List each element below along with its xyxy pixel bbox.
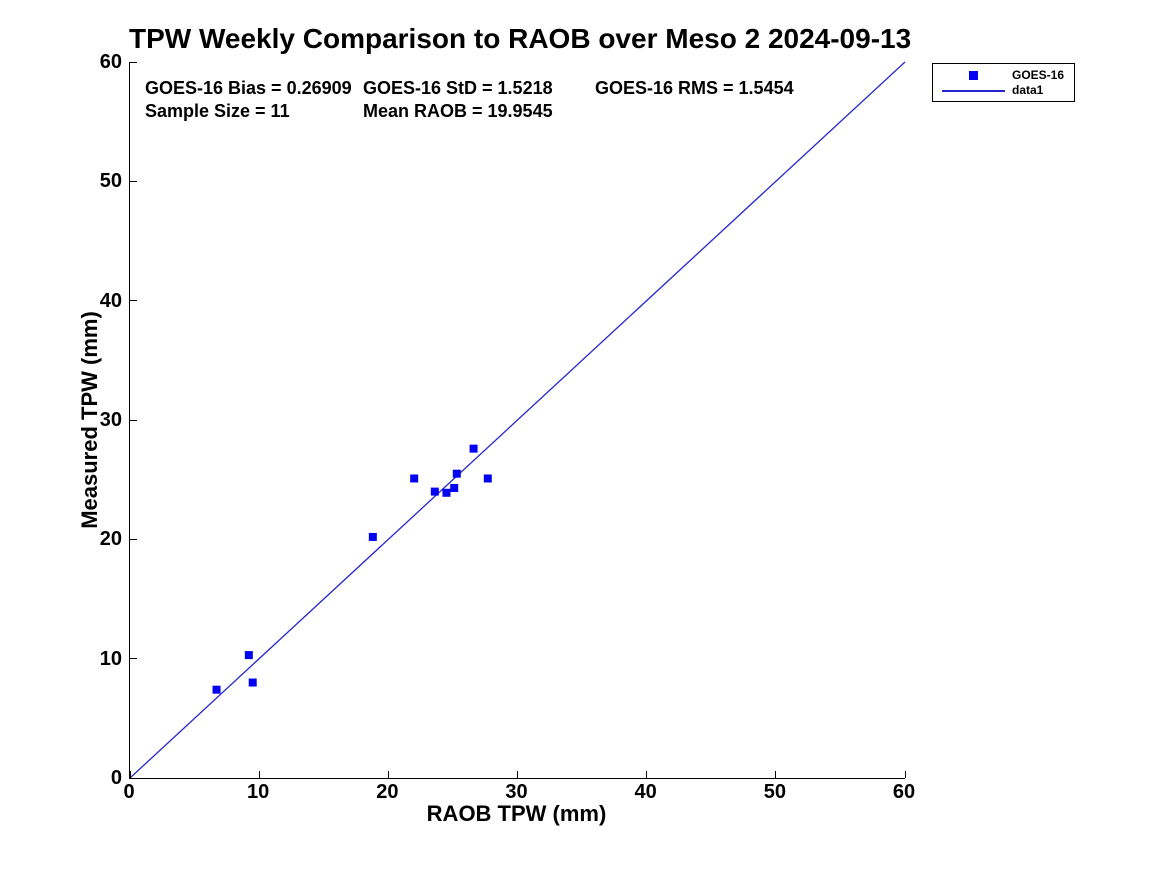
x-tick-label: 50 xyxy=(763,781,786,803)
stat-sample-size: Sample Size = 11 xyxy=(145,101,290,121)
scatter-point-GOES-16 xyxy=(368,532,377,541)
scatter-point-GOES-16 xyxy=(469,444,478,453)
scatter-point-GOES-16 xyxy=(483,474,492,483)
stat-rms: GOES-16 RMS = 1.5454 xyxy=(595,78,794,98)
y-tick-mark xyxy=(130,300,137,302)
scatter-point-GOES-16 xyxy=(430,487,439,496)
plot-canvas xyxy=(129,61,906,779)
stat-mean-raob: Mean RAOB = 19.9545 xyxy=(363,101,553,121)
y-tick-label: 50 xyxy=(99,170,122,193)
legend-line-icon xyxy=(942,90,1005,92)
stat-std: GOES-16 StD = 1.5218 xyxy=(363,78,553,98)
legend-row-data1: data1 xyxy=(933,83,1074,98)
y-tick-mark xyxy=(130,538,137,540)
x-axis-label: RAOB TPW (mm) xyxy=(426,801,607,826)
x-tick-label: 0 xyxy=(123,781,135,803)
plot-area xyxy=(129,61,906,779)
chart-title: TPW Weekly Comparison to RAOB over Meso … xyxy=(129,23,912,54)
scatter-point-GOES-16 xyxy=(442,488,451,497)
scatter-point-GOES-16 xyxy=(248,678,257,687)
scatter-point-GOES-16 xyxy=(410,474,419,483)
y-tick-label: 10 xyxy=(99,647,122,670)
scatter-point-GOES-16 xyxy=(212,685,221,694)
y-tick-label: 20 xyxy=(99,528,122,551)
x-tick-mark xyxy=(387,771,389,778)
y-axis-label: Measured TPW (mm) xyxy=(77,311,102,529)
y-tick-mark xyxy=(130,658,137,660)
x-tick-mark xyxy=(904,771,906,778)
y-tick-mark xyxy=(130,61,137,63)
scatter-point-GOES-16 xyxy=(244,651,253,660)
x-tick-mark xyxy=(129,771,131,778)
legend-label-data1: data1 xyxy=(1012,83,1044,97)
x-tick-label: 10 xyxy=(247,781,270,803)
x-tick-mark xyxy=(517,771,518,778)
y-tick-label: 30 xyxy=(99,409,122,431)
y-tick-mark xyxy=(130,419,137,421)
scatter-point-GOES-16 xyxy=(452,469,461,478)
legend-square-marker-icon xyxy=(969,71,978,80)
stat-bias: GOES-16 Bias = 0.26909 xyxy=(145,78,352,98)
x-tick-label: 20 xyxy=(376,781,399,803)
y-tick-mark xyxy=(130,777,137,779)
x-tick-mark xyxy=(775,771,777,778)
x-tick-mark xyxy=(646,771,648,778)
y-tick-mark xyxy=(130,180,137,182)
legend: GOES-16 data1 xyxy=(932,63,1075,102)
x-tick-label: 30 xyxy=(505,781,528,803)
y-tick-label: 60 xyxy=(99,51,122,73)
legend-row-goes16: GOES-16 xyxy=(933,68,1074,83)
x-tick-mark xyxy=(258,771,260,778)
y-tick-label: 0 xyxy=(110,767,122,789)
x-tick-label: 40 xyxy=(634,781,657,803)
identity-line-data1 xyxy=(129,61,906,779)
legend-label-goes16: GOES-16 xyxy=(1012,68,1065,82)
scatter-point-GOES-16 xyxy=(450,484,459,493)
x-tick-label: 60 xyxy=(892,781,916,803)
y-tick-label: 40 xyxy=(99,289,122,312)
